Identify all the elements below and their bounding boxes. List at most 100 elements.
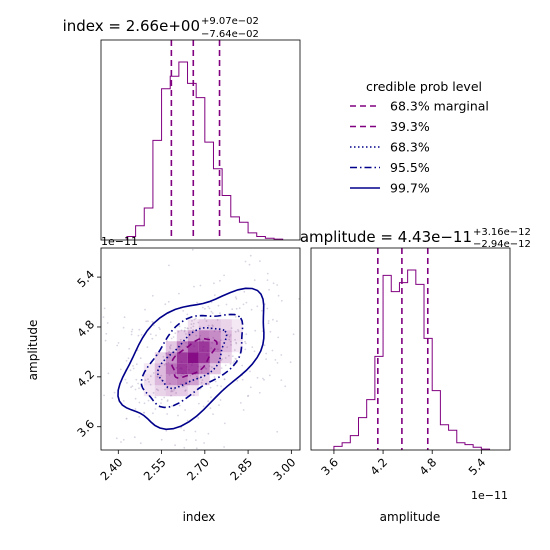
sample-point [152,372,155,374]
sample-point [131,385,134,387]
amplitude-hist-bin [383,275,391,450]
sample-point [198,402,200,405]
index-title-main: index = 2.66e+00 [63,17,200,35]
legend-label: 68.3% [390,140,430,155]
sample-point [210,310,213,313]
sample-point [223,378,226,381]
sample-point [160,398,163,401]
sample-point [207,305,210,308]
sample-point [142,411,145,414]
sample-point [165,352,168,355]
sample-point [192,394,195,396]
sample-point [244,348,247,351]
sample-point [307,317,309,319]
sample-point [192,325,195,328]
legend-label: 99.7% [390,181,430,196]
sample-point [175,392,178,394]
sample-point [223,274,226,277]
sample-point [242,409,245,411]
amplitude-x-tick-label: 4.8 [416,455,439,478]
joint-y-label: amplitude [26,320,40,381]
joint-x-tick-label: 2.85 [227,455,255,483]
sample-point [216,319,219,321]
sample-point [94,457,96,459]
sample-point [127,357,130,360]
sample-point [235,358,237,360]
sample-point [160,402,162,404]
sample-point [122,326,125,329]
sample-point [152,412,154,415]
sample-point [139,442,142,445]
sample-point [184,409,187,411]
sample-point [147,484,149,486]
sample-point [130,330,133,333]
sample-point [156,487,158,489]
sample-point [186,313,189,316]
density-cell [220,341,232,353]
sample-point [180,329,183,332]
sample-point [169,347,172,350]
sample-point [269,330,272,333]
sample-point [195,447,198,450]
sample-point [160,438,163,441]
sample-point [231,355,234,358]
density-cell [154,374,166,386]
sample-point [158,326,161,329]
sample-point [137,382,140,385]
index-hist-bin [239,222,248,240]
sample-point [210,301,213,304]
sample-point [183,330,186,333]
amplitude-title-sub: −2.94e−12 [473,239,531,250]
sample-point [207,400,210,403]
sample-point [194,430,197,433]
density-cell [187,319,199,331]
sample-point [204,307,206,310]
amplitude-hist-bin [440,425,448,450]
amplitude-hist-bin [449,430,457,450]
sample-point [237,330,240,333]
sample-point [276,320,278,323]
sample-point [146,346,149,348]
sample-point [280,299,283,302]
sample-point [174,444,177,447]
amplitude-x-tick-label: 4.2 [367,455,390,478]
sample-point [251,346,254,348]
sample-point [162,519,164,521]
sample-point [159,328,161,331]
sample-point [151,294,154,297]
sample-point [167,300,170,303]
amplitude-hist-bin [375,356,383,450]
index-hist-bin [196,98,205,240]
index-marginal-panel: index = 2.66e+00 +9.07e−02 −7.64e−02 [63,16,301,241]
sample-point [277,336,280,339]
sample-point [265,352,268,355]
sample-point [204,366,207,369]
sample-point [207,382,210,385]
sample-point [196,375,198,378]
density-cell [143,374,155,386]
amplitude-title-sup: +3.16e−12 [473,227,531,238]
sample-point [144,308,146,311]
sample-point [219,312,221,315]
sample-point [178,348,181,351]
density-cell [209,330,221,342]
sample-point [119,368,122,371]
amplitude-hist-step [333,269,491,450]
sample-point [130,333,133,336]
joint-x-tick-label: 3.00 [270,455,298,483]
density-cell [176,374,188,386]
sample-point [156,375,159,378]
amplitude-x-offset-text: 1e−11 [471,489,508,502]
sample-point [113,391,116,394]
sample-point [199,365,202,368]
sample-point [232,362,235,364]
density-cell [231,319,243,331]
sample-point [276,362,279,364]
sample-point [223,446,226,448]
sample-point [171,405,174,407]
sample-point [209,386,212,389]
sample-point [258,391,261,394]
sample-point [200,371,203,374]
sample-point [116,344,119,347]
